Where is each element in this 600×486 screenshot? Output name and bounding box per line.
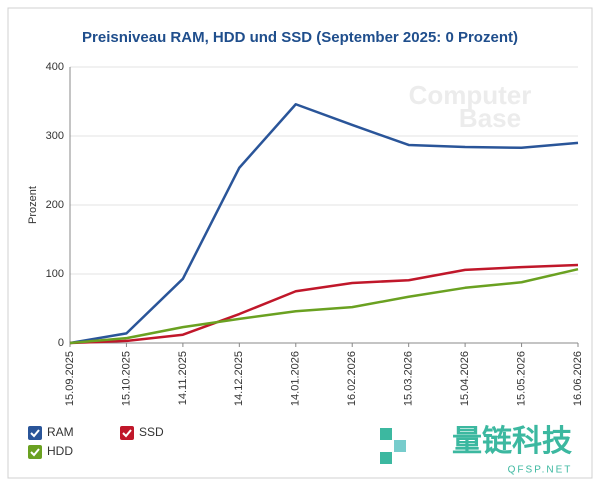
x-tick-label: 15.04.2026 xyxy=(459,351,471,406)
series-line xyxy=(69,103,579,345)
x-tick-label: 16.06.2026 xyxy=(572,351,584,406)
legend-label: SSD xyxy=(139,425,164,439)
chart-title: Preisniveau RAM, HDD und SSD (September … xyxy=(82,29,518,46)
legend-item[interactable]: SSD xyxy=(120,425,164,440)
watermark-icon xyxy=(380,452,392,464)
watermark-text: 量链科技 xyxy=(452,424,572,458)
x-tick-label: 16.02.2026 xyxy=(346,351,358,406)
legend-label: HDD xyxy=(47,444,73,458)
y-tick-label: 400 xyxy=(46,61,64,73)
watermark: 量链科技 QFSP.NET xyxy=(380,424,572,476)
x-tick-label: 14.01.2026 xyxy=(290,351,302,406)
y-tick-label: 300 xyxy=(46,130,64,142)
legend-checkbox[interactable] xyxy=(28,445,42,459)
x-tick-label: 15.10.2025 xyxy=(120,351,132,406)
x-tick-label: 15.09.2025 xyxy=(64,351,76,406)
series-line xyxy=(69,263,579,345)
legend-checkbox[interactable] xyxy=(120,426,134,440)
watermark-icon xyxy=(380,428,392,440)
legend-check xyxy=(122,429,132,438)
legend-item[interactable]: HDD xyxy=(28,444,73,459)
y-tick-label: 100 xyxy=(46,268,64,280)
x-tick-label: 15.05.2026 xyxy=(515,351,527,406)
y-tick-label: 0 xyxy=(58,337,64,349)
legend-checkbox[interactable] xyxy=(28,426,42,440)
legend-item[interactable]: RAM xyxy=(28,425,74,440)
watermark-icon xyxy=(394,440,406,452)
series-line xyxy=(69,267,579,345)
x-tick-label: 14.11.2025 xyxy=(177,351,189,405)
y-axis-label: Prozent xyxy=(27,186,39,224)
legend-label: RAM xyxy=(47,425,74,439)
chart-frame xyxy=(7,7,593,479)
logo: Base xyxy=(459,103,521,133)
watermark-sub: QFSP.NET xyxy=(508,465,573,476)
logo: Computer xyxy=(409,80,532,110)
legend-check xyxy=(30,448,40,457)
legend-check xyxy=(30,429,40,438)
y-tick-label: 200 xyxy=(46,199,64,211)
x-tick-label: 15.03.2026 xyxy=(403,351,415,406)
x-tick-label: 14.12.2025 xyxy=(233,351,245,406)
